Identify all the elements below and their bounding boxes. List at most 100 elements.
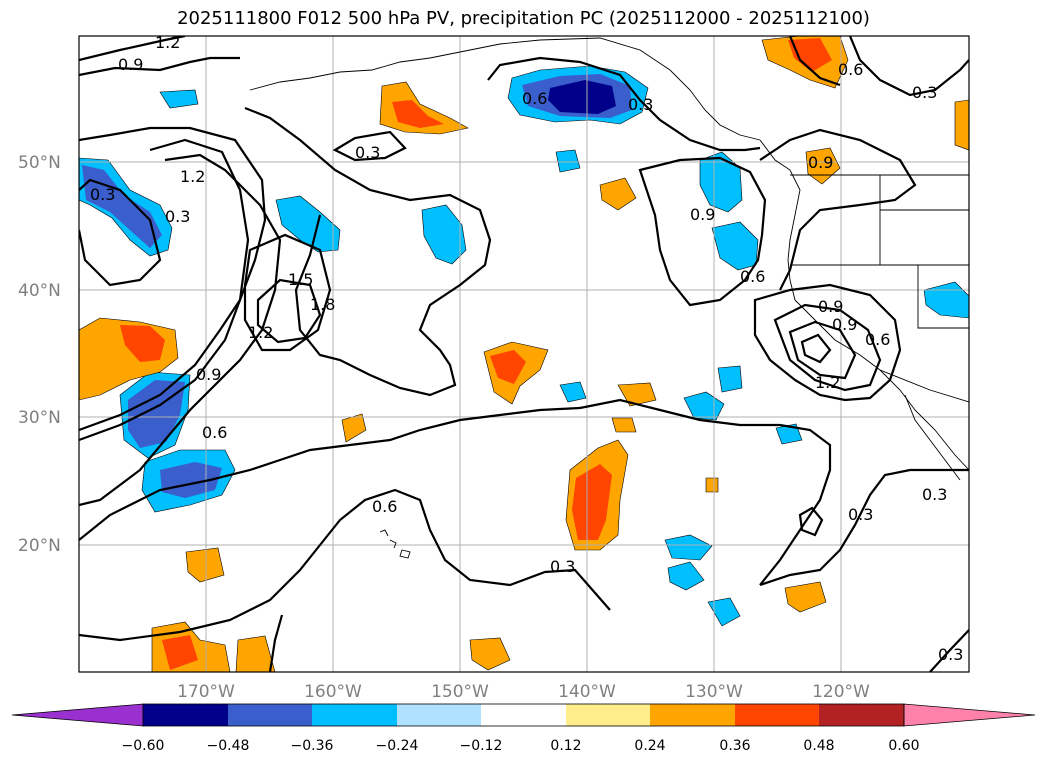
canada-coast: [759, 139, 801, 301]
longitude-label: 120°W: [812, 682, 870, 702]
pv-contour: [256, 278, 322, 344]
precip-positive-patch: [784, 581, 827, 613]
colorbar-tick-label: 0.60: [888, 738, 919, 754]
precip-positive-patch: [599, 177, 637, 211]
contour-label: 0.9: [196, 365, 221, 384]
precipitation-shading: [79, 36, 969, 672]
pv-contour: [759, 468, 969, 587]
colorbar-tick-label: −0.36: [291, 738, 334, 754]
colorbar-segment: [143, 704, 228, 726]
contour-label: 1.2: [180, 167, 205, 186]
precip-negative-patch: [559, 381, 587, 403]
longitude-label: 140°W: [558, 682, 616, 702]
colorbar-segment: [566, 704, 650, 726]
precip-negative-patch: [664, 534, 713, 561]
colorbar-segment: [481, 704, 566, 726]
contour-label: 0.3: [355, 143, 380, 162]
precip-negative-patch: [699, 151, 743, 213]
alaska-coast: [249, 37, 761, 141]
pv-contour: [79, 488, 611, 642]
baja-coast: [904, 394, 961, 481]
contour-label: 0.3: [848, 505, 873, 524]
contour-label: 0.6: [372, 497, 397, 516]
contour-label: 0.9: [818, 297, 843, 316]
contour-labels: 1.2 0.9 0.6 0.3 0.3 0.9 0.6 0.3 1.2 0.3 …: [90, 33, 963, 664]
contour-label: 0.9: [808, 153, 833, 172]
contour-label: 0.3: [912, 83, 937, 102]
colorbar-tick-label: 0.12: [550, 738, 581, 754]
precip-positive-patch: [392, 100, 444, 128]
contour-label: 0.6: [202, 423, 227, 442]
latitude-label: 20°N: [18, 536, 61, 556]
colorbar-segment: [228, 704, 312, 726]
precip-positive-patch: [788, 38, 832, 72]
precip-negative-patch: [548, 80, 616, 114]
colorbar: −0.60 −0.48 −0.36 −0.24 −0.12 0.12 0.24 …: [11, 703, 1036, 754]
latitude-labels: 50°N 40°N 30°N 20°N: [18, 153, 61, 556]
precip-positive-patch: [185, 547, 225, 583]
precip-negative-patch: [707, 597, 741, 627]
precip-negative-patch: [923, 281, 969, 319]
contour-label: 0.6: [740, 267, 765, 286]
longitude-label: 170°W: [177, 682, 235, 702]
precip-negative-patch: [421, 204, 467, 265]
colorbar-frame: [142, 703, 905, 727]
colorbar-tick-label: −0.12: [460, 738, 503, 754]
pv-contour: [79, 126, 267, 432]
pv-contour: [800, 333, 832, 364]
precip-negative-patch: [717, 365, 743, 393]
precip-positive-patch: [469, 637, 511, 671]
pv-contour: [332, 130, 407, 162]
colorbar-segment: [819, 704, 904, 726]
contour-label: 1.2: [155, 33, 180, 52]
precip-positive-patch: [490, 350, 526, 384]
mexico-border: [879, 369, 969, 403]
contour-label: 0.9: [690, 205, 715, 224]
pv-contour: [243, 233, 332, 352]
colorbar-tick-label: 0.48: [803, 738, 834, 754]
border-line: [790, 174, 969, 329]
contour-label: 0.3: [90, 185, 115, 204]
pv-contour: [268, 614, 284, 672]
pv-contour: [848, 36, 969, 97]
pv-contour: [638, 156, 767, 307]
contour-label: 0.6: [865, 330, 890, 349]
latitude-label: 30°N: [18, 408, 61, 428]
pv-contour: [79, 406, 581, 541]
pv-contour: [773, 303, 882, 392]
contour-label: 0.3: [628, 95, 653, 114]
precip-positive-patch: [611, 417, 637, 433]
pv-contour: [79, 153, 282, 507]
precip-negative-patch: [683, 391, 725, 421]
colorbar-tick-label: 0.24: [634, 738, 665, 754]
contour-label: 0.3: [922, 485, 947, 504]
pv-contour: [79, 138, 250, 442]
pv-contour: [759, 128, 917, 291]
longitude-label: 160°W: [304, 682, 362, 702]
longitude-label: 150°W: [431, 682, 489, 702]
colorbar-tick-label: −0.48: [207, 738, 250, 754]
precip-negative-patch: [555, 149, 581, 173]
precip-positive-patch: [572, 464, 612, 540]
pv-contour: [487, 56, 761, 152]
pv-contour: [79, 178, 162, 287]
latitude-label: 50°N: [18, 153, 61, 173]
contour-label: 0.9: [118, 55, 143, 74]
contour-label: 0.9: [832, 315, 857, 334]
contour-label: 1.5: [288, 270, 313, 289]
precip-positive-patch: [120, 325, 165, 362]
pv-contour: [244, 106, 492, 397]
colorbar-segment: [312, 704, 397, 726]
colorbar-tick-label: −0.24: [376, 738, 419, 754]
precip-positive-patch: [954, 99, 969, 151]
contour-label: 0.6: [522, 89, 547, 108]
precip-negative-patch: [159, 89, 199, 109]
colorbar-tick-label: −0.60: [122, 738, 165, 754]
pv-contour: [788, 320, 857, 380]
precip-negative-patch: [82, 165, 162, 248]
colorbar-tick-label: 0.36: [719, 738, 750, 754]
precip-positive-patch: [235, 635, 276, 672]
pv-contour: [753, 283, 902, 402]
pv-contour: [579, 398, 832, 586]
latitude-label: 40°N: [18, 281, 61, 301]
